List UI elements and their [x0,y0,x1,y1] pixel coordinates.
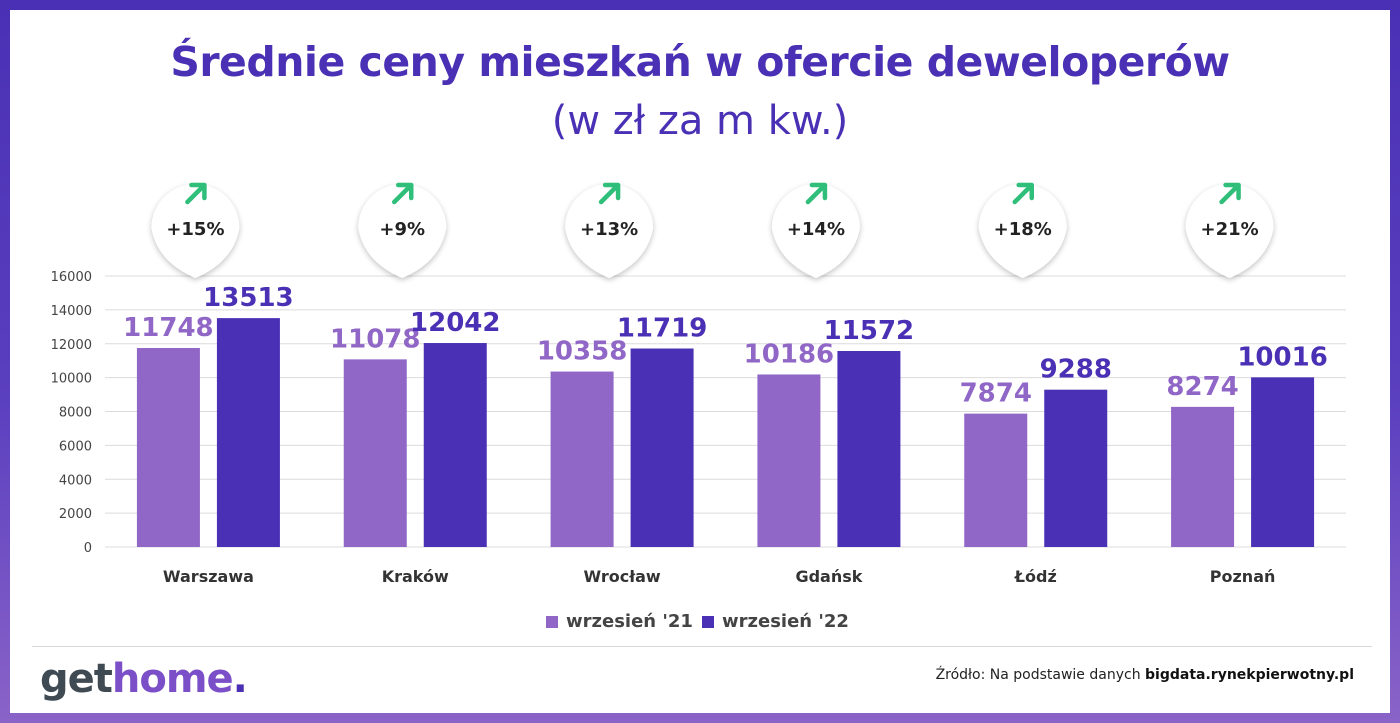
data-label: 10186 [744,339,834,369]
arrow-up-right-icon [805,182,828,205]
logo-home: home [111,656,234,702]
y-tick-label: 12000 [51,338,92,353]
x-tick-label: Gdańsk [795,567,862,586]
change-bubble [978,184,1067,278]
data-label: 10358 [537,337,627,367]
bar [964,413,1028,547]
chart-subtitle: (w zł za m kw.) [551,98,849,144]
data-label: 13513 [203,283,293,313]
bar [630,348,694,547]
y-tick-label: 10000 [51,372,92,387]
change-label: +13% [580,219,638,240]
bar [216,318,280,547]
data-label: 9288 [1040,355,1112,385]
y-tick-label: 16000 [51,270,92,285]
y-tick-label: 6000 [59,439,92,454]
data-label: 7874 [960,379,1032,409]
change-label: +9% [379,219,425,240]
arrow-up-right-icon [392,182,414,205]
data-label: 10016 [1237,342,1327,372]
change-label: +14% [787,219,845,240]
data-label: 11748 [123,313,213,343]
bar-chart: 0 2000 4000 6000 8000 10000 12000 14000 16000 117… [51,182,1346,632]
data-label: 11572 [824,316,914,346]
logo-get: get [40,656,113,702]
arrow-up-right-icon [598,182,621,205]
data-label: 12042 [410,308,500,338]
x-tick-label: Poznań [1210,567,1276,586]
footer-divider [32,646,1372,647]
legend-label: wrzesień '21 [566,611,693,632]
data-label: 11078 [330,324,420,354]
bar [837,350,901,547]
x-tick-label: Wrocław [583,567,660,586]
change-label: +15% [166,219,224,240]
source-prefix: Źródło: Na podstawie danych [935,667,1146,683]
x-tick-label: Warszawa [163,567,254,586]
change-bubble [771,184,860,278]
y-tick-label: 8000 [59,406,92,421]
bar [757,374,821,547]
bar [423,343,487,547]
bar [1044,389,1108,547]
y-tick-label: 4000 [59,473,92,488]
gethome-logo: gethome. [40,656,248,702]
legend-swatch [546,616,558,628]
bar [1251,377,1315,547]
y-tick-label: 14000 [51,304,92,319]
data-label: 8274 [1166,372,1238,402]
chart-card: Średnie ceny mieszkań w ofercie dewelope… [10,10,1390,713]
source-link: bigdata.rynekpierwotny.pl [1145,667,1354,683]
source-note: Źródło: Na podstawie danych bigdata.ryne… [936,667,1354,683]
change-bubble [358,184,447,278]
data-label: 11719 [617,314,707,344]
arrow-up-right-icon [1219,182,1241,205]
change-bubble [565,184,654,278]
logo-dot: . [232,656,248,702]
x-tick-label: Kraków [382,567,449,586]
chart-title: Średnie ceny mieszkań w ofercie dewelope… [170,38,1230,86]
bar [136,348,200,547]
bar [1171,406,1235,547]
change-label: +18% [994,219,1052,240]
change-bubble [1185,184,1274,278]
bar [343,359,407,547]
arrow-up-right-icon [1012,182,1034,205]
x-tick-label: Łódź [1014,567,1057,586]
bar [550,371,614,547]
y-tick-label: 0 [84,541,92,556]
change-bubble [151,184,240,278]
legend-swatch [702,616,714,628]
legend-label: wrzesień '22 [722,611,849,632]
y-tick-label: 2000 [59,507,92,522]
arrow-up-right-icon [185,182,207,205]
change-label: +21% [1200,219,1258,240]
